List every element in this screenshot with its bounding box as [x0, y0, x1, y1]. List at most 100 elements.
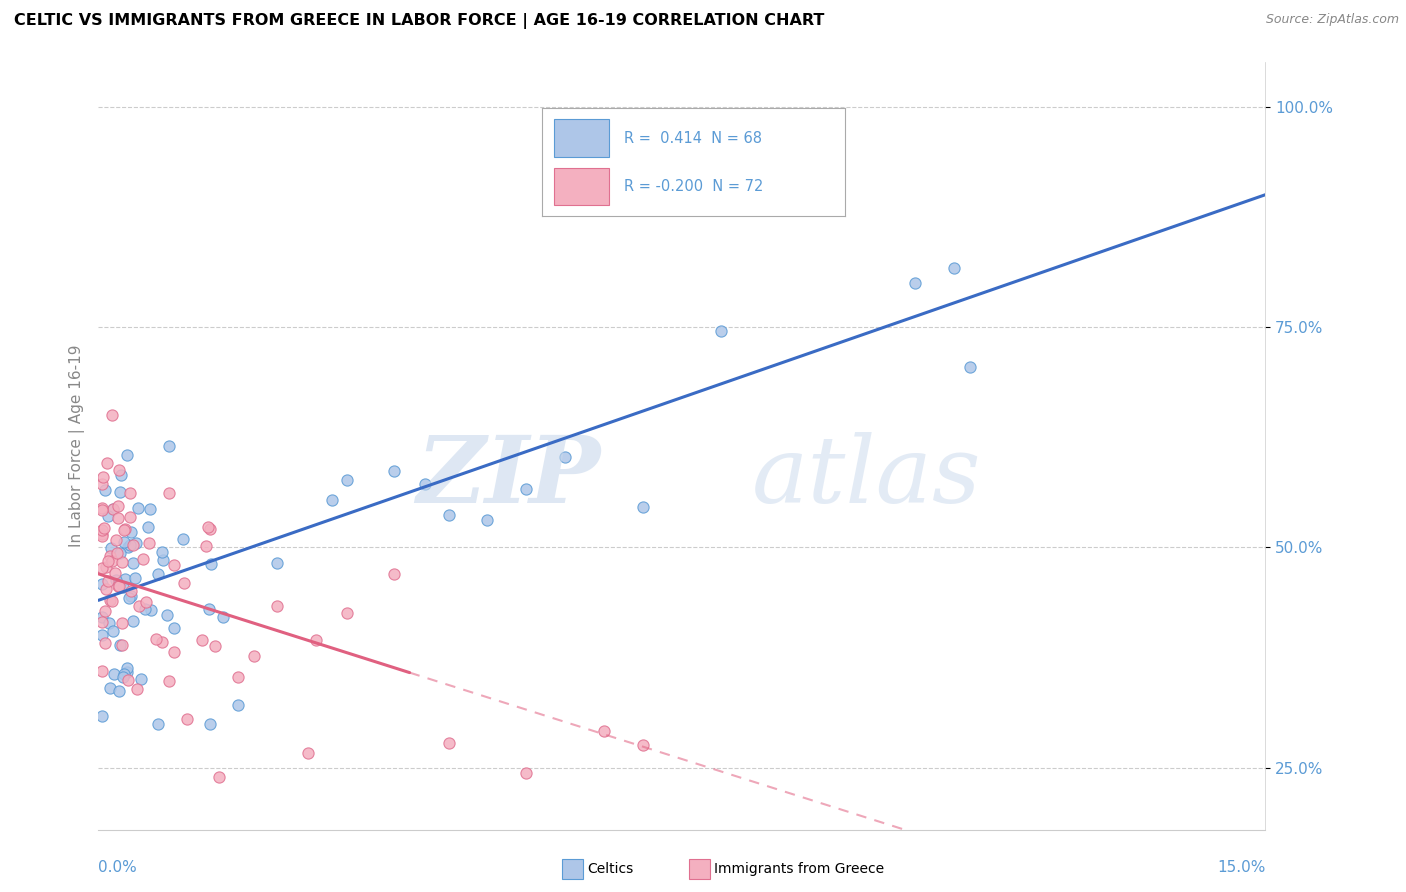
- Point: [321, 492, 343, 507]
- Text: CELTIC VS IMMIGRANTS FROM GREECE IN LABOR FORCE | AGE 16-19 CORRELATION CHART: CELTIC VS IMMIGRANTS FROM GREECE IN LABO…: [14, 13, 824, 29]
- Point: [91, 628, 114, 642]
- Point: [117, 673, 139, 687]
- Point: [336, 607, 359, 621]
- Point: [98, 615, 121, 630]
- Point: [156, 608, 179, 623]
- Point: [115, 661, 138, 675]
- Text: 15.0%: 15.0%: [1218, 860, 1265, 875]
- Point: [114, 572, 136, 586]
- Point: [208, 771, 231, 785]
- Point: [191, 632, 214, 647]
- Point: [112, 535, 135, 549]
- Point: [101, 502, 124, 516]
- Point: [91, 709, 114, 723]
- Point: [104, 566, 127, 580]
- Point: [120, 525, 142, 540]
- Point: [135, 595, 157, 609]
- Point: [141, 603, 163, 617]
- Point: [91, 615, 114, 630]
- Point: [125, 682, 148, 697]
- Point: [91, 527, 114, 541]
- Point: [91, 501, 114, 516]
- Point: [98, 593, 121, 607]
- Point: [120, 584, 142, 599]
- Point: [904, 276, 927, 290]
- Point: [105, 546, 128, 560]
- Text: Immigrants from Greece: Immigrants from Greece: [714, 862, 884, 876]
- Point: [124, 536, 146, 550]
- Point: [103, 624, 125, 638]
- Point: [124, 571, 146, 585]
- Point: [437, 508, 460, 522]
- Point: [107, 684, 129, 698]
- Point: [91, 503, 114, 517]
- Point: [108, 638, 131, 652]
- Point: [515, 482, 537, 496]
- Point: [93, 636, 115, 650]
- Point: [163, 645, 186, 659]
- Point: [107, 499, 129, 513]
- Point: [145, 632, 167, 646]
- Point: [100, 541, 122, 556]
- Point: [413, 477, 436, 491]
- Point: [101, 501, 124, 516]
- Point: [98, 549, 121, 563]
- Point: [111, 638, 134, 652]
- Point: [97, 508, 120, 523]
- Point: [148, 567, 170, 582]
- Point: [127, 501, 149, 516]
- Point: [115, 448, 138, 462]
- Point: [107, 511, 129, 525]
- Point: [139, 501, 162, 516]
- Point: [122, 614, 145, 628]
- Point: [146, 716, 169, 731]
- Point: [382, 464, 405, 478]
- Point: [152, 553, 174, 567]
- Point: [101, 408, 124, 422]
- Point: [94, 560, 117, 574]
- Point: [228, 698, 250, 712]
- Point: [104, 533, 127, 548]
- Point: [120, 589, 142, 603]
- Point: [163, 621, 186, 635]
- Point: [243, 649, 266, 664]
- Text: 0.0%: 0.0%: [98, 860, 138, 875]
- Point: [108, 579, 131, 593]
- Point: [212, 610, 235, 624]
- Point: [112, 667, 135, 681]
- Point: [437, 735, 460, 749]
- Point: [91, 561, 114, 575]
- Point: [96, 456, 118, 470]
- Point: [266, 599, 288, 613]
- Point: [150, 544, 173, 558]
- Point: [118, 509, 141, 524]
- Point: [112, 580, 135, 594]
- Point: [266, 556, 288, 570]
- Point: [105, 573, 128, 587]
- Point: [101, 554, 124, 568]
- Point: [91, 470, 114, 484]
- Point: [112, 670, 135, 684]
- Point: [198, 522, 221, 536]
- Point: [97, 554, 120, 568]
- Point: [297, 747, 319, 761]
- Point: [94, 582, 117, 596]
- Point: [197, 520, 219, 534]
- Y-axis label: In Labor Force | Age 16-19: In Labor Force | Age 16-19: [69, 344, 84, 548]
- Point: [117, 541, 139, 555]
- Point: [228, 670, 250, 684]
- Point: [111, 615, 134, 630]
- Point: [122, 557, 145, 571]
- Point: [477, 513, 499, 527]
- Point: [114, 522, 136, 536]
- Point: [108, 546, 131, 560]
- Point: [101, 594, 124, 608]
- Text: Celtics: Celtics: [588, 862, 634, 876]
- Point: [91, 610, 114, 624]
- Point: [129, 672, 152, 686]
- Point: [200, 558, 222, 572]
- Point: [172, 532, 194, 546]
- Point: [110, 467, 132, 482]
- Point: [115, 665, 138, 679]
- Point: [108, 484, 131, 499]
